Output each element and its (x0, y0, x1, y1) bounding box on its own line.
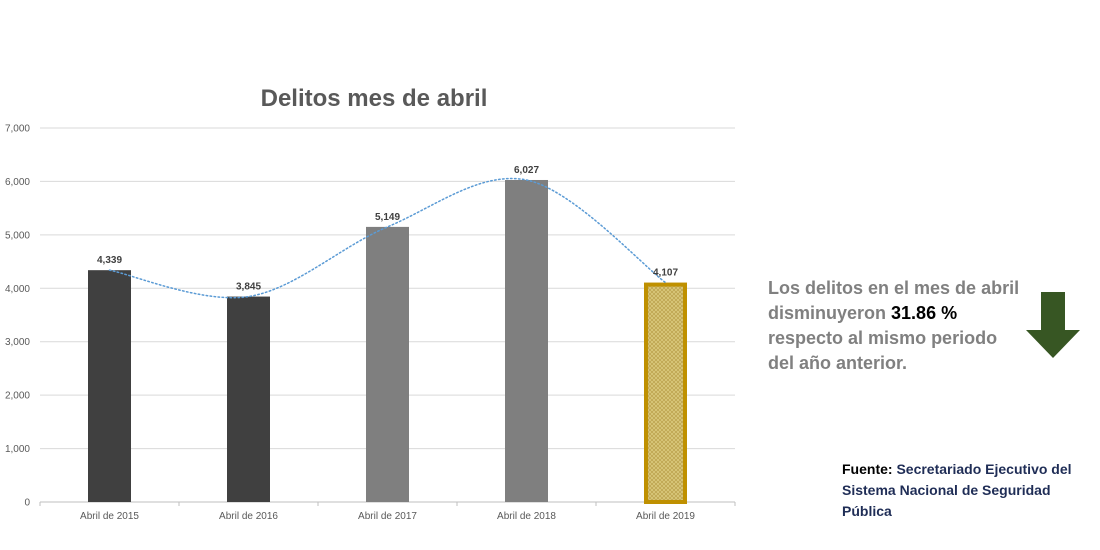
x-tick-label: Abril de 2017 (358, 511, 417, 522)
bar (227, 296, 270, 502)
data-label: 4,339 (97, 255, 122, 266)
x-tick-label: Abril de 2015 (80, 511, 139, 522)
data-labels: 4,339 3,845 5,149 6,027 4,107 (97, 165, 678, 293)
source-note: Fuente: Secretariado Ejecutivo del Siste… (842, 459, 1082, 522)
bar-chart: Delitos mes de abril 0 1,000 2,000 3,000 4,0… (5, 85, 736, 522)
y-tick-label: 5,000 (5, 230, 30, 241)
trendline (108, 177, 667, 299)
y-axis: 0 1,000 2,000 3,000 4,000 5,000 6,000 7,000 (5, 124, 30, 509)
y-tick-label: 3,000 (5, 337, 30, 348)
bar-highlighted (644, 282, 687, 504)
bar (366, 226, 409, 502)
y-tick-label: 2,000 (5, 391, 30, 402)
y-tick-label: 7,000 (5, 124, 30, 135)
data-label: 3,845 (236, 282, 261, 293)
x-tick-label: Abril de 2018 (497, 511, 556, 522)
y-tick-label: 0 (24, 498, 30, 509)
note-text-before: Los delitos en el mes de abril disminuye… (768, 278, 1020, 323)
down-arrow-icon (1026, 292, 1080, 358)
note-percent: 31.86 % (891, 303, 958, 323)
x-tick-label: Abril de 2016 (219, 511, 278, 522)
y-tick-label: 4,000 (5, 284, 30, 295)
chart-title: Delitos mes de abril (261, 85, 488, 112)
y-tick-label: 1,000 (5, 444, 30, 455)
y-tick-label: 6,000 (5, 177, 30, 188)
data-label: 4,107 (653, 268, 678, 279)
source-label: Fuente: (842, 461, 893, 477)
source-text: Secretariado Ejecutivo del Sistema Nacio… (842, 461, 1072, 519)
summary-note: Los delitos en el mes de abril disminuye… (768, 276, 1028, 376)
x-tick-label: Abril de 2019 (636, 511, 695, 522)
x-axis: Abril de 2015 Abril de 2016 Abril de 2017 A… (80, 511, 695, 522)
data-label: 6,027 (514, 165, 539, 176)
bars (88, 179, 687, 504)
bar (88, 270, 131, 502)
note-text-after: respecto al mismo periodo del año anteri… (768, 328, 998, 373)
trendline-path (108, 177, 667, 299)
data-label: 5,149 (375, 212, 400, 223)
bar (505, 179, 548, 502)
